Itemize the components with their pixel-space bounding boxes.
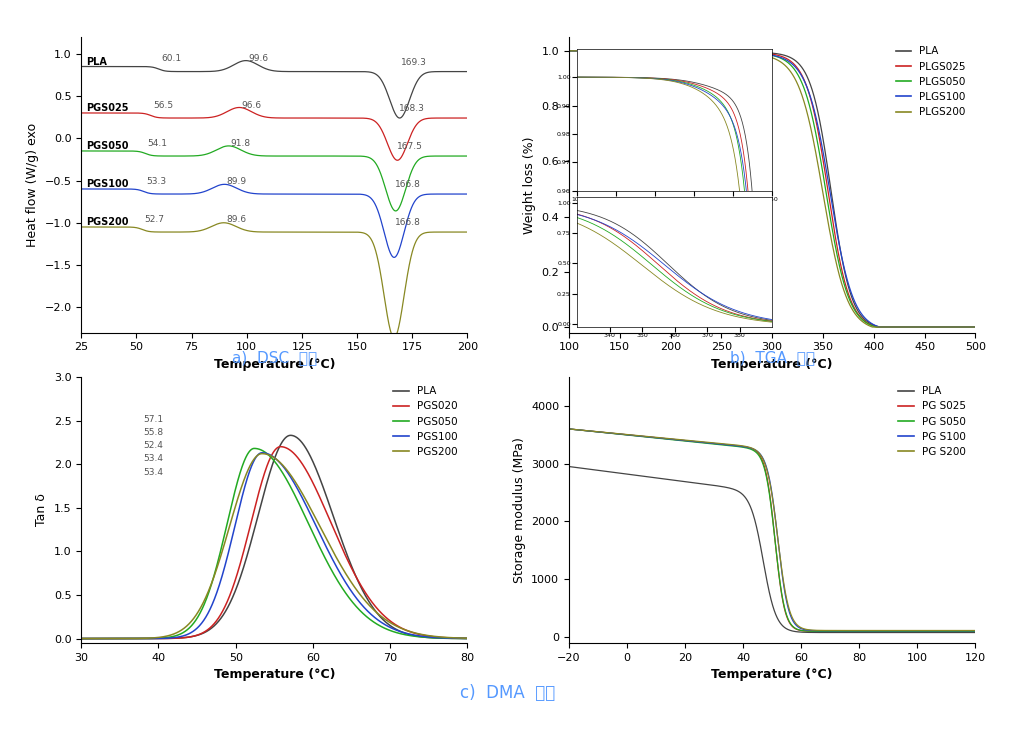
Y-axis label: Tan δ: Tan δ (36, 494, 48, 526)
Legend: PLA, PLGS025, PLGS050, PLGS100, PLGS200: PLA, PLGS025, PLGS050, PLGS100, PLGS200 (891, 42, 970, 121)
Text: 57.1: 57.1 (143, 415, 164, 424)
Y-axis label: Heat flow (W/g) exo: Heat flow (W/g) exo (25, 123, 39, 247)
Text: PLA: PLA (85, 57, 107, 67)
Text: 52.4: 52.4 (143, 441, 163, 450)
Y-axis label: Weight loss (%): Weight loss (%) (523, 136, 535, 234)
Text: PGS050: PGS050 (85, 141, 128, 151)
Text: c)  DMA  분석: c) DMA 분석 (460, 684, 556, 702)
Text: 166.8: 166.8 (395, 218, 421, 228)
Legend: PLA, PGS020, PGS050, PGS100, PGS200: PLA, PGS020, PGS050, PGS100, PGS200 (389, 382, 462, 461)
Text: 169.3: 169.3 (400, 58, 427, 67)
Text: a)  DSC  결과: a) DSC 결과 (232, 350, 317, 365)
X-axis label: Temperature (°C): Temperature (°C) (711, 668, 833, 681)
Text: b)  TGA  결과: b) TGA 결과 (729, 350, 815, 365)
Text: 91.8: 91.8 (231, 139, 251, 148)
Text: 53.4: 53.4 (143, 454, 163, 463)
Text: 167.5: 167.5 (397, 143, 423, 151)
Text: PGS200: PGS200 (85, 217, 128, 228)
Text: 99.6: 99.6 (248, 55, 268, 64)
Text: 89.6: 89.6 (226, 215, 246, 224)
X-axis label: Temperature (°C): Temperature (°C) (711, 358, 833, 371)
Text: 60.1: 60.1 (161, 55, 181, 64)
Text: 54.1: 54.1 (147, 139, 168, 148)
Text: 53.4: 53.4 (143, 468, 163, 477)
Text: 52.7: 52.7 (144, 215, 165, 224)
Text: PGS100: PGS100 (85, 180, 128, 189)
Text: 168.3: 168.3 (398, 104, 425, 113)
X-axis label: Temperature (°C): Temperature (°C) (213, 358, 335, 371)
Text: 96.6: 96.6 (242, 101, 261, 110)
Legend: PLA, PG S025, PG S050, PG S100, PG S200: PLA, PG S025, PG S050, PG S100, PG S200 (894, 382, 970, 461)
Text: 53.3: 53.3 (146, 177, 166, 186)
Text: 55.8: 55.8 (143, 429, 164, 437)
X-axis label: Temperature (°C): Temperature (°C) (213, 668, 335, 681)
Text: 89.9: 89.9 (227, 177, 247, 186)
Text: 166.8: 166.8 (395, 180, 421, 189)
Text: 56.5: 56.5 (153, 101, 173, 110)
Y-axis label: Storage modulus (MPa): Storage modulus (MPa) (512, 437, 525, 583)
Text: PGS025: PGS025 (85, 103, 128, 113)
